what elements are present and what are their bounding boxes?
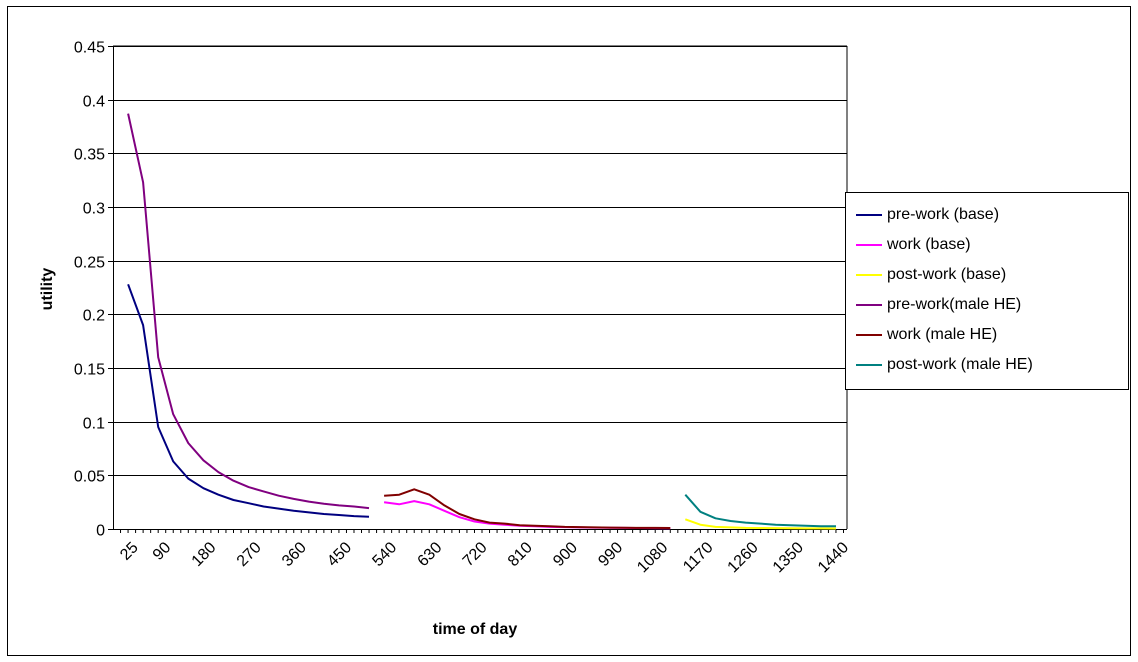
y-tick-label: 0.45 [74,40,105,57]
legend-item: post-work (base) [846,260,1128,290]
legend-swatch [856,214,882,216]
legend-item: work (male HE) [846,320,1128,350]
x-tick-label: 540 [369,539,400,570]
x-tick-label: 630 [415,539,446,570]
gridlines [113,46,847,476]
x-tick-label: 25 [117,539,142,564]
legend-label: work (male HE) [887,326,998,343]
x-tick-label: 990 [595,539,626,570]
legend-swatch [856,364,882,366]
x-tick-label: 1350 [770,539,807,576]
x-tick-label: 900 [550,539,581,570]
x-tick-label: 180 [189,539,220,570]
x-tick-label: 270 [234,539,265,570]
series-pre-work-male-he-line [127,113,370,510]
legend-label: pre-work (base) [887,206,1000,223]
y-tick-label: 0.35 [74,147,105,164]
axis-labels: 0 0.05 0.1 0.15 0.2 0.25 0.3 0.35 0.4 0.45 25 90 180… [74,40,852,577]
series-lines [127,113,837,530]
y-tick-label: 0.1 [83,416,105,433]
y-axis-title: utility [39,268,56,311]
legend: pre-work (base) work (base) post-work (bas… [845,192,1129,390]
x-tick-label: 720 [460,539,491,570]
y-tick-label: 0.25 [74,255,105,272]
series-work-base-line [383,500,671,530]
x-tick-label: 450 [324,539,355,570]
y-tick-label: 0.05 [74,469,105,486]
x-tick-label: 1170 [680,539,716,575]
legend-item: pre-work(male HE) [846,290,1128,320]
x-tick-label: 90 [150,539,175,564]
legend-swatch [856,334,882,336]
series-work-male-he-line [384,488,671,529]
x-axis-title: time of day [433,621,518,638]
legend-label: work (base) [887,236,971,253]
y-tick-label: 0 [96,523,105,540]
legend-swatch [856,244,882,246]
legend-item: post-work (male HE) [846,350,1128,380]
x-tick-label: 1260 [725,539,762,576]
series-post-work-base-line [684,518,837,530]
y-tick-label: 0.4 [83,94,105,111]
series-post-work-male-he-line [684,494,836,528]
legend-label: pre-work(male HE) [887,296,1022,313]
y-tick-label: 0.2 [83,308,105,325]
x-tick-label: 1440 [815,539,852,576]
legend-item: work (base) [846,230,1128,260]
x-tick-label: 810 [505,539,536,570]
x-tick-label: 1080 [634,539,671,576]
y-tick-label: 0.3 [83,201,105,218]
legend-label: post-work (male HE) [887,356,1033,373]
legend-swatch [856,274,882,276]
axes [108,45,848,533]
x-tick-label: 360 [279,539,310,570]
series-pre-work-base-line [127,283,370,518]
legend-label: post-work (base) [887,266,1007,283]
legend-item: pre-work (base) [846,200,1128,230]
y-tick-label: 0.15 [74,362,105,379]
legend-swatch [856,304,882,306]
